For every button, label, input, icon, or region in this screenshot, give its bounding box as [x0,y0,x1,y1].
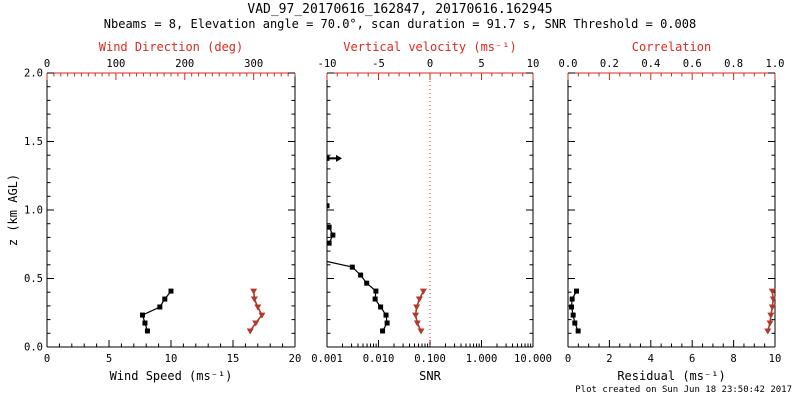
svg-text:0.100: 0.100 [414,353,446,365]
vertical-velocity-series [412,288,427,335]
svg-text:0.4: 0.4 [641,58,660,70]
svg-text:0: 0 [44,58,50,70]
svg-text:0.6: 0.6 [683,58,702,70]
residual-series [569,288,581,334]
svg-text:0.010: 0.010 [363,353,395,365]
svg-text:2: 2 [606,353,612,365]
svg-text:0.8: 0.8 [724,58,743,70]
svg-text:100: 100 [106,58,125,70]
offscale-arrow [328,154,342,162]
wind-direction-axis-title: Wind Direction (deg) [98,40,244,54]
panel-snr: 0.001 0.010 0.100 1.000 10.000 -10 -5 0 5 10 [311,58,552,365]
svg-text:300: 300 [244,58,263,70]
svg-text:1.0: 1.0 [766,58,785,70]
svg-text:0.5: 0.5 [24,273,43,285]
wind-speed-axis-title: Wind Speed (ms⁻¹) [109,369,233,383]
svg-text:15: 15 [227,353,240,365]
svg-text:1.5: 1.5 [24,136,43,148]
svg-text:6: 6 [689,353,695,365]
residual-axis-title: Residual (ms⁻¹) [617,369,726,383]
wind-speed-series [139,288,174,334]
svg-text:10: 10 [769,353,782,365]
svg-text:200: 200 [175,58,194,70]
wind-direction-series [246,288,266,335]
correlation-axis-title: Correlation [631,40,712,54]
svg-text:0: 0 [565,353,571,365]
svg-text:0.0: 0.0 [24,342,43,354]
svg-text:10: 10 [527,58,540,70]
svg-text:5: 5 [106,353,112,365]
snr-axis-title: SNR [419,369,441,383]
svg-text:10: 10 [165,353,178,365]
vertical-velocity-axis-title: Vertical velocity (ms⁻¹) [343,40,517,54]
svg-text:1.0: 1.0 [24,205,43,217]
snr-series [326,155,390,334]
correlation-series [764,288,776,335]
svg-text:4: 4 [648,353,654,365]
plot-subtitle: Nbeams = 8, Elevation angle = 70.0°, sca… [103,17,697,31]
svg-text:5: 5 [478,58,484,70]
svg-text:20: 20 [289,353,302,365]
svg-text:0.0: 0.0 [559,58,578,70]
svg-text:10.000: 10.000 [514,353,552,365]
svg-text:0.2: 0.2 [600,58,619,70]
svg-text:8: 8 [730,353,736,365]
panel-resid: 0 2 4 6 8 10 0.0 0.2 0.4 0.6 0.8 1.0 [559,58,785,365]
svg-text:0: 0 [427,58,433,70]
plot-created-timestamp: Plot created on Sun Jun 18 23:50:42 2017 [575,385,792,395]
svg-text:0.001: 0.001 [311,353,343,365]
svg-text:0: 0 [44,353,50,365]
svg-text:2.0: 2.0 [24,68,43,80]
svg-text:1.000: 1.000 [466,353,498,365]
svg-text:-5: -5 [372,58,385,70]
plot-title: VAD_97_20170616_162847, 20170616.162945 [247,2,553,17]
svg-text:-10: -10 [318,58,337,70]
